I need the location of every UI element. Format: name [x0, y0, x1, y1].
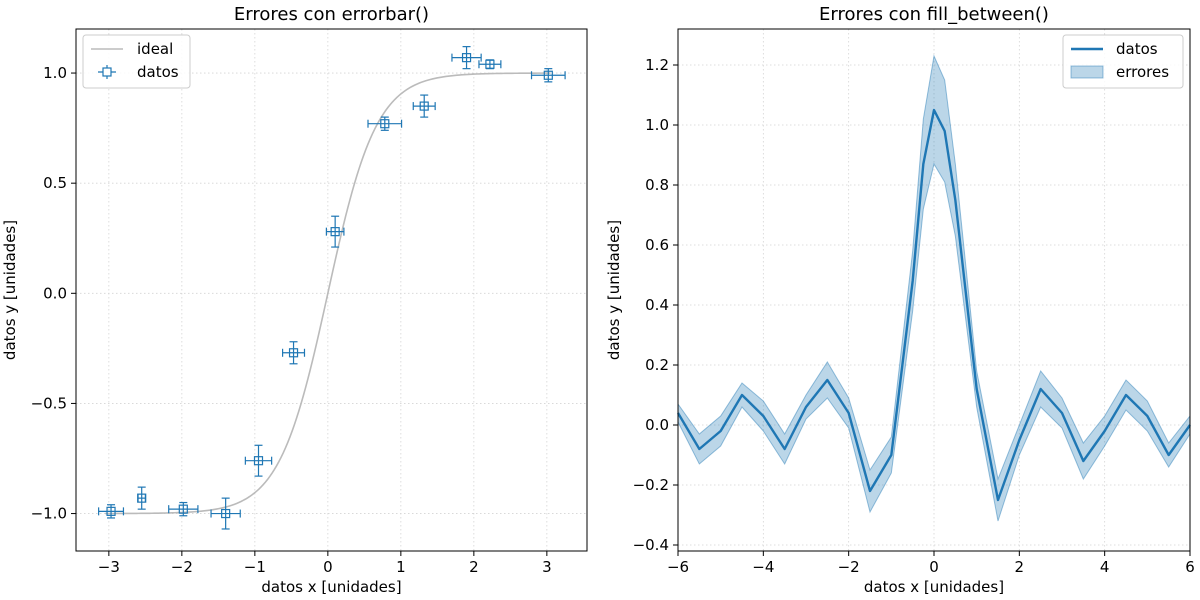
data-point-marker [137, 493, 147, 503]
legend-datos-label: datos [1116, 40, 1158, 58]
data-point-marker [419, 101, 429, 111]
legend-ideal-label: ideal [137, 40, 173, 58]
x-tick-label: −6 [667, 558, 689, 576]
y-tick-label: 0.8 [645, 176, 669, 194]
x-axis-label: datos x [unidades] [261, 578, 401, 596]
y-tick-label: −0.5 [31, 394, 67, 412]
y-tick-label: 0.2 [645, 356, 669, 374]
y-tick-label: −0.4 [633, 536, 669, 554]
ideal-curve [105, 72, 551, 515]
data-point-marker [461, 53, 472, 63]
y-axis-label: datos y [unidades] [1, 220, 19, 360]
x-tick-label: 2 [469, 558, 479, 576]
data-point-marker [106, 506, 116, 516]
y-tick-label: 0.0 [43, 284, 67, 302]
plot-frame [75, 28, 588, 552]
y-axis-label: datos y [unidades] [605, 220, 623, 360]
left-chart: −3 −2 −1 0 1 2 3 −1.0 −0.5 0.0 0.5 1.0 Errores con e… [1, 4, 588, 596]
x-tick-label: −2 [838, 558, 860, 576]
y-tick-label: 1.0 [43, 64, 67, 82]
x-tick-label: 3 [542, 558, 552, 576]
data-point-marker [485, 59, 495, 69]
x-tick-label: 4 [1100, 558, 1110, 576]
data-point-marker [178, 504, 188, 514]
data-point-marker [543, 70, 553, 80]
legend-errores-label: errores [1116, 63, 1169, 81]
data-point-marker [288, 348, 299, 358]
y-tick-label: 0.4 [645, 296, 669, 314]
data-point-marker [253, 456, 264, 466]
y-tick-label: 0.6 [645, 236, 669, 254]
data-point-marker [380, 119, 390, 129]
legend: datos errores [1062, 34, 1184, 89]
x-tick-label: −1 [244, 558, 266, 576]
x-tick-label: −3 [98, 558, 120, 576]
data-point-marker [330, 227, 340, 237]
y-tick-label: 0.5 [43, 174, 67, 192]
x-tick-label: 0 [323, 558, 333, 576]
legend-datos-label: datos [137, 63, 179, 81]
y-tick-label: −0.2 [633, 476, 669, 494]
error-band [677, 54, 1191, 522]
legend-errores-swatch [1070, 65, 1104, 79]
y-tick-label: 1.2 [645, 56, 669, 74]
chart-title: Errores con fill_between() [819, 4, 1049, 25]
chart-title: Errores con errorbar() [234, 4, 429, 25]
x-tick-label: −2 [171, 558, 193, 576]
data-line [676, 108, 1191, 502]
y-tick-label: 1.0 [645, 116, 669, 134]
x-tick-label: 6 [1185, 558, 1195, 576]
legend: ideal datos [82, 34, 191, 89]
right-chart: −6 −4 −2 0 2 4 6 −0.4 −0.2 0.0 0.2 0.4 0.6 0.8 1.0 1.2 E… [605, 4, 1195, 596]
x-tick-label: 1 [396, 558, 406, 576]
x-tick-label: 2 [1015, 558, 1025, 576]
data-point-marker [221, 508, 231, 519]
legend-datos-marker [102, 67, 112, 77]
y-tick-label: −1.0 [31, 505, 67, 523]
x-axis-label: datos x [unidades] [864, 578, 1004, 596]
x-tick-label: −4 [752, 558, 774, 576]
y-tick-label: 0.0 [645, 416, 669, 434]
x-tick-label: 0 [929, 558, 939, 576]
